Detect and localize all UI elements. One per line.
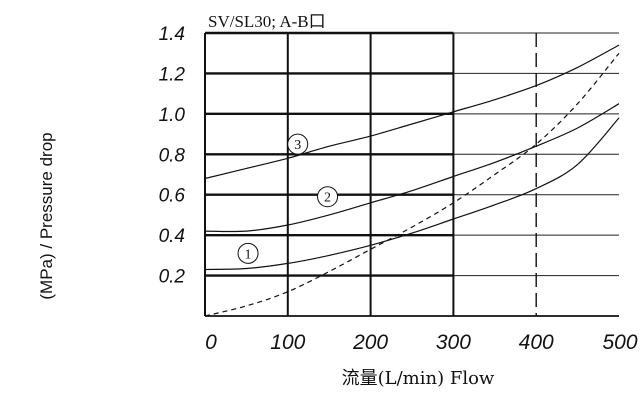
y-tick-label: 0.6 [159,186,186,207]
series-lines [204,44,620,317]
series-line-2 [204,103,620,233]
x-tick-label: 100 [270,331,305,354]
x-tick-label: 200 [352,331,388,354]
y-axis-label: (MPa) / Pressure drop [37,132,56,299]
x-tick-label: 300 [436,331,471,354]
x-tick-label: 400 [519,331,554,354]
y-tick-label: 0.8 [159,145,186,166]
curve-label-circle [317,186,339,208]
curve-label: 1 [245,247,252,262]
y-tick-label: 0.4 [159,226,185,247]
grid [205,31,619,316]
series-line-3 [204,44,620,180]
series-line-1 [204,117,620,271]
x-tick-label: 500 [602,331,637,354]
x-axis-label: 流量(L/min) Flow [342,368,495,389]
y-tick-label: 0.2 [159,267,186,288]
curve-labels: 1 2 3 [237,133,339,264]
y-tick-label: 1.2 [159,64,186,85]
curve-label-circle [237,242,259,264]
series-line-dashed [204,52,620,317]
curve-label-circle [287,133,309,155]
curve-label: 3 [294,138,301,153]
x-tick-label: 0 [205,331,217,354]
chart-title: SV/SL30; A-B口 [208,12,326,31]
curve-label: 2 [324,191,331,206]
y-tick-label: 1.4 [159,24,185,45]
tick-labels: 0.2 0.4 0.6 0.8 1.0 1.2 1.4 0 100 200 300 400 500 [159,24,638,354]
y-tick-label: 1.0 [159,105,186,126]
axes [204,33,619,317]
